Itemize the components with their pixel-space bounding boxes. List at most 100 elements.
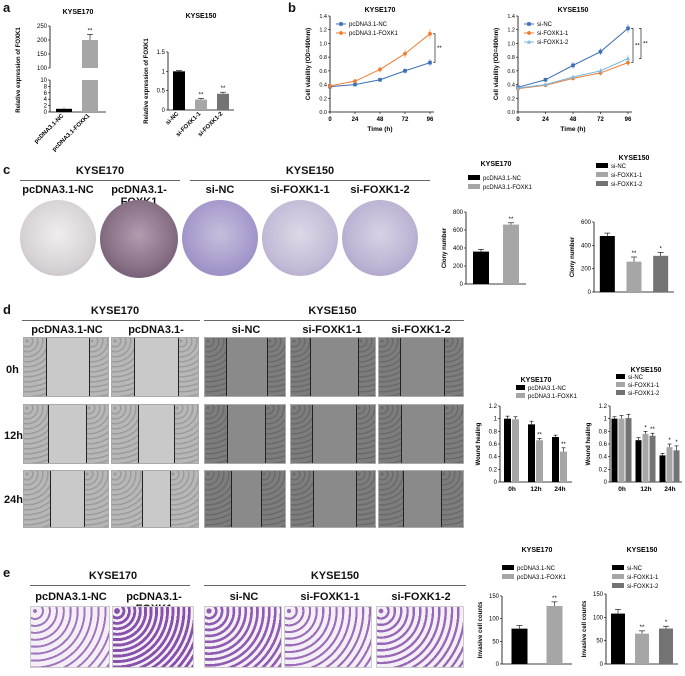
y-tick-label: 0.4: [319, 83, 327, 89]
bar-pcDNA3.1-FOXK1-0h: [512, 419, 519, 482]
bar-si-FOXK1-1: [635, 633, 649, 664]
y-tick-label: 0.4: [489, 455, 498, 461]
cell-zone-left: [112, 338, 134, 396]
e-header-kyse150: KYSE150: [310, 570, 360, 582]
legend-swatch: [596, 172, 608, 177]
bar-si-NC-12h: [635, 440, 642, 482]
invasion-image-1: [112, 606, 194, 668]
wound-edge-left: [49, 471, 51, 527]
y-tick-label: 1: [494, 417, 498, 423]
significance-mark: *: [659, 246, 662, 252]
colony-dish-si-nc: [182, 200, 258, 276]
data-point: [571, 63, 575, 68]
significance-mark: **: [199, 92, 204, 98]
data-point: [353, 79, 357, 84]
legend-label: pcDNA3.1-FOXK1: [349, 31, 399, 37]
x-tick-label: 24: [542, 117, 549, 123]
data-point: [626, 56, 630, 61]
bar-si-FOXK1-1-24h: [666, 447, 673, 482]
wound-edge-left: [311, 405, 313, 463]
y-tick-label: 0.6: [599, 442, 608, 448]
legend-label: si-FOXK1-2: [611, 182, 643, 188]
e-header-kyse170: KYSE170: [88, 570, 138, 582]
y-axis-label: Relative expression of FOXK1: [16, 27, 22, 113]
cell-zone-right: [88, 338, 108, 396]
cell-zone-left: [379, 338, 400, 396]
d-header-line-kyse150: [204, 320, 464, 321]
y-tick-label: 200: [37, 38, 48, 44]
legend-label: si-NC: [537, 22, 553, 28]
y-tick-label: 1.2: [319, 28, 327, 34]
legend-label: si-NC: [611, 164, 627, 170]
y-tick-label: 800: [453, 210, 464, 216]
significance-mark: **: [537, 432, 542, 438]
cell-zone-left: [291, 405, 312, 463]
wound-image-0h-3: [290, 337, 376, 397]
x-axis-label: Time (h): [560, 126, 585, 133]
bar-pcDNA3.1-FOXK1-lower: [82, 80, 98, 112]
data-point: [516, 85, 520, 90]
legend-label: pcDNA3.1-NC: [528, 386, 567, 392]
wound-edge-right: [357, 338, 359, 396]
wound-edge-left: [399, 338, 401, 396]
wound-image-0h-2: [204, 337, 286, 397]
bar-si-NC-0h: [611, 418, 618, 482]
wound-edge-left: [310, 338, 312, 396]
chart-title: KYSE150: [558, 7, 589, 14]
y-tick-label: 1.0: [319, 41, 327, 47]
cell-zone-right: [440, 471, 463, 527]
y-tick-label: 150: [593, 592, 604, 598]
y-axis-label: Cell viability (OD=490nm): [494, 28, 500, 100]
bar-si-FOXK1-1-12h: [642, 433, 649, 482]
wound-edge-left: [137, 405, 139, 463]
y-tick-label: 6: [44, 91, 48, 97]
wound-edge-right: [85, 405, 87, 463]
wound-image-0h-1: [111, 337, 199, 397]
bar-si-FOXK1-2: [659, 628, 673, 664]
y-axis-label: Invasive cell counts: [582, 600, 588, 657]
bar-si-FOXK1-2-24h: [673, 450, 680, 482]
wound-gap: [403, 471, 441, 527]
bar-pcDNA3.1-NC-12h: [528, 424, 535, 482]
y-tick-label: 1.2: [489, 404, 498, 410]
significance-mark: *: [665, 620, 668, 626]
wound-edge-left: [141, 471, 143, 527]
y-tick-label: 10: [40, 78, 47, 84]
data-point: [598, 68, 603, 73]
data-point: [378, 67, 382, 72]
x-tick-label: 96: [625, 117, 632, 123]
wound-edge-right: [355, 471, 357, 527]
e-label-si-foxk1-2: si-FOXK1-2: [391, 591, 451, 603]
legend-swatch: [612, 574, 624, 579]
y-tick-label: 2: [44, 104, 48, 110]
cell-zone-left: [24, 471, 50, 527]
wound-edge-right: [88, 338, 90, 396]
legend-marker: [527, 22, 531, 26]
y-tick-label: 0: [460, 282, 464, 288]
c-header-line-kyse150: [190, 180, 430, 181]
bar-pcDNA3.1-FOXK1-24h: [560, 451, 567, 482]
y-tick-label: 0.2: [599, 467, 608, 473]
significance-mark: *: [644, 425, 647, 431]
y-tick-label: 0.8: [319, 55, 327, 61]
legend-label: pcDNA3.1-FOXK1: [517, 575, 567, 581]
invasion-image-4: [376, 606, 464, 668]
y-tick-label: 0: [496, 662, 500, 668]
significance-mark: **: [643, 41, 648, 47]
legend-label: si-FOXK1-2: [537, 40, 569, 46]
significance-mark: **: [509, 217, 514, 223]
y-tick-label: 600: [453, 228, 464, 234]
chart-a2-kyse150-foxk1-expression: KYSE150 0 0.5 1 1.5 Relative expression of FO…: [144, 13, 234, 138]
y-tick-label: 0.0: [319, 110, 327, 116]
e-label-si-foxk1-1: si-FOXK1-1: [300, 591, 360, 603]
y-tick-label: 0.6: [489, 442, 498, 448]
legend-swatch: [616, 390, 625, 395]
y-tick-label: 100: [37, 66, 48, 72]
y-tick-label: 0.2: [489, 467, 498, 473]
colony-dish-si-foxk1-1: [262, 200, 338, 276]
cell-zone-right: [356, 405, 375, 463]
wound-edge-left: [403, 471, 405, 527]
bar-pcDNA3.1-FOXK1-12h: [536, 440, 543, 482]
y-tick-label: 0: [604, 480, 608, 486]
